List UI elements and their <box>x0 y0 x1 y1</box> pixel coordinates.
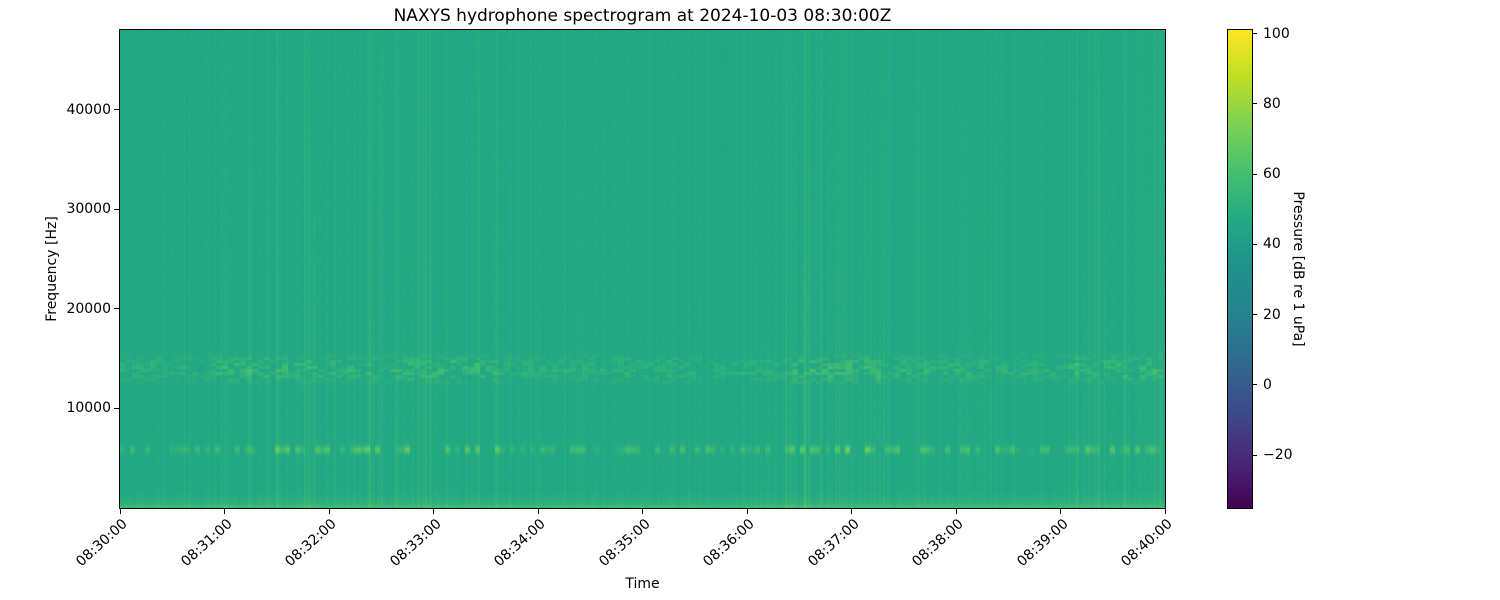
colorbar-tick-mark <box>1252 384 1257 386</box>
x-tick-mark <box>851 508 852 514</box>
colorbar <box>1228 30 1252 508</box>
x-tick-mark <box>328 508 330 514</box>
spectrogram-image <box>120 30 1165 508</box>
colorbar-label: Pressure [dB re 1 uPa] <box>1290 191 1306 347</box>
x-tick-mark <box>1164 508 1166 514</box>
x-tick-label: 08:35:00 <box>595 516 654 570</box>
y-tick-label: 40000 <box>66 101 111 118</box>
x-tick-mark <box>1060 508 1061 514</box>
y-tick-mark <box>114 109 120 111</box>
y-tick-mark <box>114 308 120 310</box>
colorbar-tick-label: 40 <box>1263 236 1281 253</box>
x-tick-mark <box>537 508 539 514</box>
colorbar-tick-label: 60 <box>1263 166 1281 183</box>
y-tick-mark <box>114 407 120 409</box>
y-tick-label: 10000 <box>66 400 111 417</box>
x-tick-label: 08:30:00 <box>73 516 131 570</box>
x-tick-mark <box>224 508 225 514</box>
x-tick-label: 08:32:00 <box>282 516 340 570</box>
x-tick-mark <box>433 508 434 514</box>
x-tick-label: 08:34:00 <box>491 516 549 570</box>
y-tick-mark <box>114 208 120 210</box>
y-tick-label: 20000 <box>66 300 111 317</box>
colorbar-tick-mark <box>1252 173 1257 175</box>
x-tick-label: 08:38:00 <box>909 516 967 570</box>
colorbar-tick-label: 0 <box>1263 376 1272 393</box>
x-tick-label: 08:33:00 <box>386 516 445 570</box>
x-axis-label: Time <box>625 576 660 592</box>
x-tick-mark <box>642 508 643 514</box>
x-tick-label: 08:37:00 <box>804 516 863 570</box>
y-axis-label: Frequency [Hz] <box>44 216 60 322</box>
x-tick-label: 08:39:00 <box>1013 516 1072 570</box>
colorbar-tick-label: 80 <box>1263 95 1281 112</box>
colorbar-tick-mark <box>1252 33 1257 34</box>
colorbar-tick-mark <box>1252 314 1257 316</box>
x-tick-mark <box>955 508 957 514</box>
colorbar-tick-mark <box>1252 454 1257 456</box>
colorbar-tick-label: 20 <box>1263 306 1281 323</box>
x-tick-mark <box>119 508 121 514</box>
x-tick-mark <box>746 508 748 514</box>
chart-title: NAXYS hydrophone spectrogram at 2024-10-… <box>393 6 892 26</box>
x-tick-label: 08:36:00 <box>700 516 758 570</box>
colorbar-tick-mark <box>1252 243 1257 245</box>
x-tick-label: 08:31:00 <box>177 516 236 570</box>
colorbar-tick-label: −20 <box>1263 447 1293 464</box>
x-tick-label: 08:40:00 <box>1118 516 1176 570</box>
colorbar-tick-mark <box>1252 103 1257 105</box>
colorbar-tick-label: 100 <box>1263 25 1290 42</box>
y-tick-label: 30000 <box>66 201 111 218</box>
